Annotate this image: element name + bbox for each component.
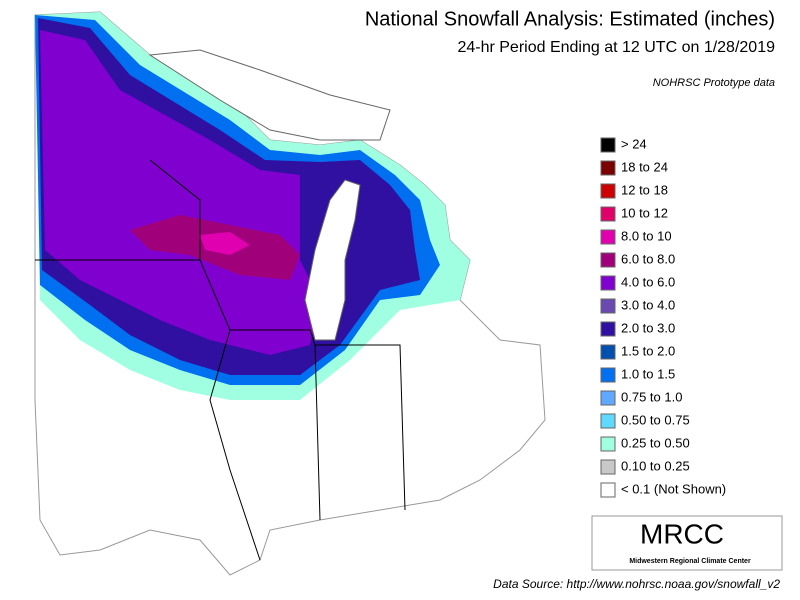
legend-label: < 0.1 (Not Shown) <box>621 481 726 496</box>
legend-label: 0.10 to 0.25 <box>621 458 690 473</box>
legend-label: 1.5 to 2.0 <box>621 343 675 358</box>
legend-label: 0.25 to 0.50 <box>621 435 690 450</box>
state-borders <box>149 159 201 260</box>
legend-swatch <box>600 298 616 314</box>
legend-swatch <box>600 206 616 222</box>
legend-swatch <box>600 367 616 383</box>
logo-acronym: MRCC <box>640 518 724 549</box>
map <box>34 11 546 576</box>
title: National Snowfall Analysis: Estimated (i… <box>365 8 775 30</box>
legend-label: 8.0 to 10 <box>621 228 672 243</box>
legend-swatch <box>600 160 616 176</box>
legend-label: 0.50 to 0.75 <box>621 412 690 427</box>
legend-swatch <box>600 252 616 268</box>
legend-swatch <box>600 321 616 337</box>
logo: MRCC Midwestern Regional Climate Center <box>591 515 783 571</box>
state-borders <box>209 329 261 561</box>
legend-label: 2.0 to 3.0 <box>621 320 675 335</box>
legend-swatch <box>600 137 616 153</box>
legend-swatch <box>600 390 616 406</box>
legend: > 24 18 to 24 12 to 18 10 to 12 8.0 to 10 6.0… <box>600 136 726 498</box>
legend-label: > 24 <box>621 136 647 151</box>
legend-label: 4.0 to 6.0 <box>621 274 675 289</box>
legend-label: 0.75 to 1.0 <box>621 389 682 404</box>
legend-swatch <box>600 229 616 245</box>
note: NOHRSC Prototype data <box>653 77 775 89</box>
subtitle: 24-hr Period Ending at 12 UTC on 1/28/20… <box>457 39 775 56</box>
legend-label: 1.0 to 1.5 <box>621 366 675 381</box>
legend-swatch <box>600 183 616 199</box>
legend-swatch <box>600 436 616 452</box>
snow-pink <box>200 232 250 255</box>
legend-label: 12 to 18 <box>621 182 668 197</box>
legend-label: 6.0 to 8.0 <box>621 251 675 266</box>
legend-label: 10 to 12 <box>621 205 668 220</box>
legend-swatch <box>600 413 616 429</box>
legend-swatch <box>600 275 616 291</box>
logo-name: Midwestern Regional Climate Center <box>629 558 751 565</box>
legend-label: 18 to 24 <box>621 159 668 174</box>
lake-superior <box>148 49 391 141</box>
logo-frame <box>591 515 783 571</box>
state-borders <box>314 344 321 521</box>
lake-michigan <box>304 179 361 341</box>
legend-swatch <box>600 344 616 360</box>
legend-swatch <box>600 459 616 475</box>
data-source: Data Source: http://www.nohrsc.noaa.gov/… <box>493 577 780 591</box>
legend-swatch <box>600 482 616 498</box>
legend-label: 3.0 to 4.0 <box>621 297 675 312</box>
